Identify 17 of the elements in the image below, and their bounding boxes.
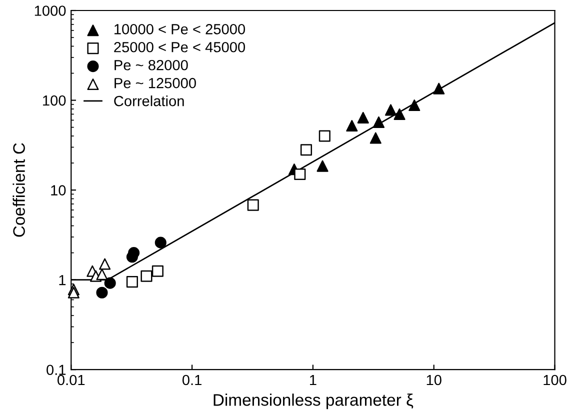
y-tick-label: 0.1 [46, 364, 66, 376]
x-tick-label: 1 [310, 374, 316, 386]
y-axis-title: Coefficient C [12, 143, 25, 237]
y-tick-label: 1000 [34, 6, 66, 16]
x-tick-label: 100 [544, 374, 566, 386]
x-tick-label: 0.01 [58, 374, 85, 386]
y-tick-label: 100 [43, 95, 66, 106]
x-tick-label: 10 [426, 374, 442, 386]
legend-label: 10000 < Pe < 25000 [114, 24, 246, 34]
y-tick-label: 10 [51, 185, 66, 196]
y-tick-label: 1 [59, 275, 66, 286]
legend-label: Pe ~ 82000 [114, 60, 188, 70]
legend-label: Pe ~ 125000 [114, 78, 196, 88]
legend-label: 25000 < Pe < 45000 [114, 42, 246, 52]
x-tick-label: 0.1 [182, 374, 202, 386]
x-axis-title: Dimensionless parameter ξ [214, 394, 414, 410]
legend-label: Correlation [114, 96, 184, 106]
